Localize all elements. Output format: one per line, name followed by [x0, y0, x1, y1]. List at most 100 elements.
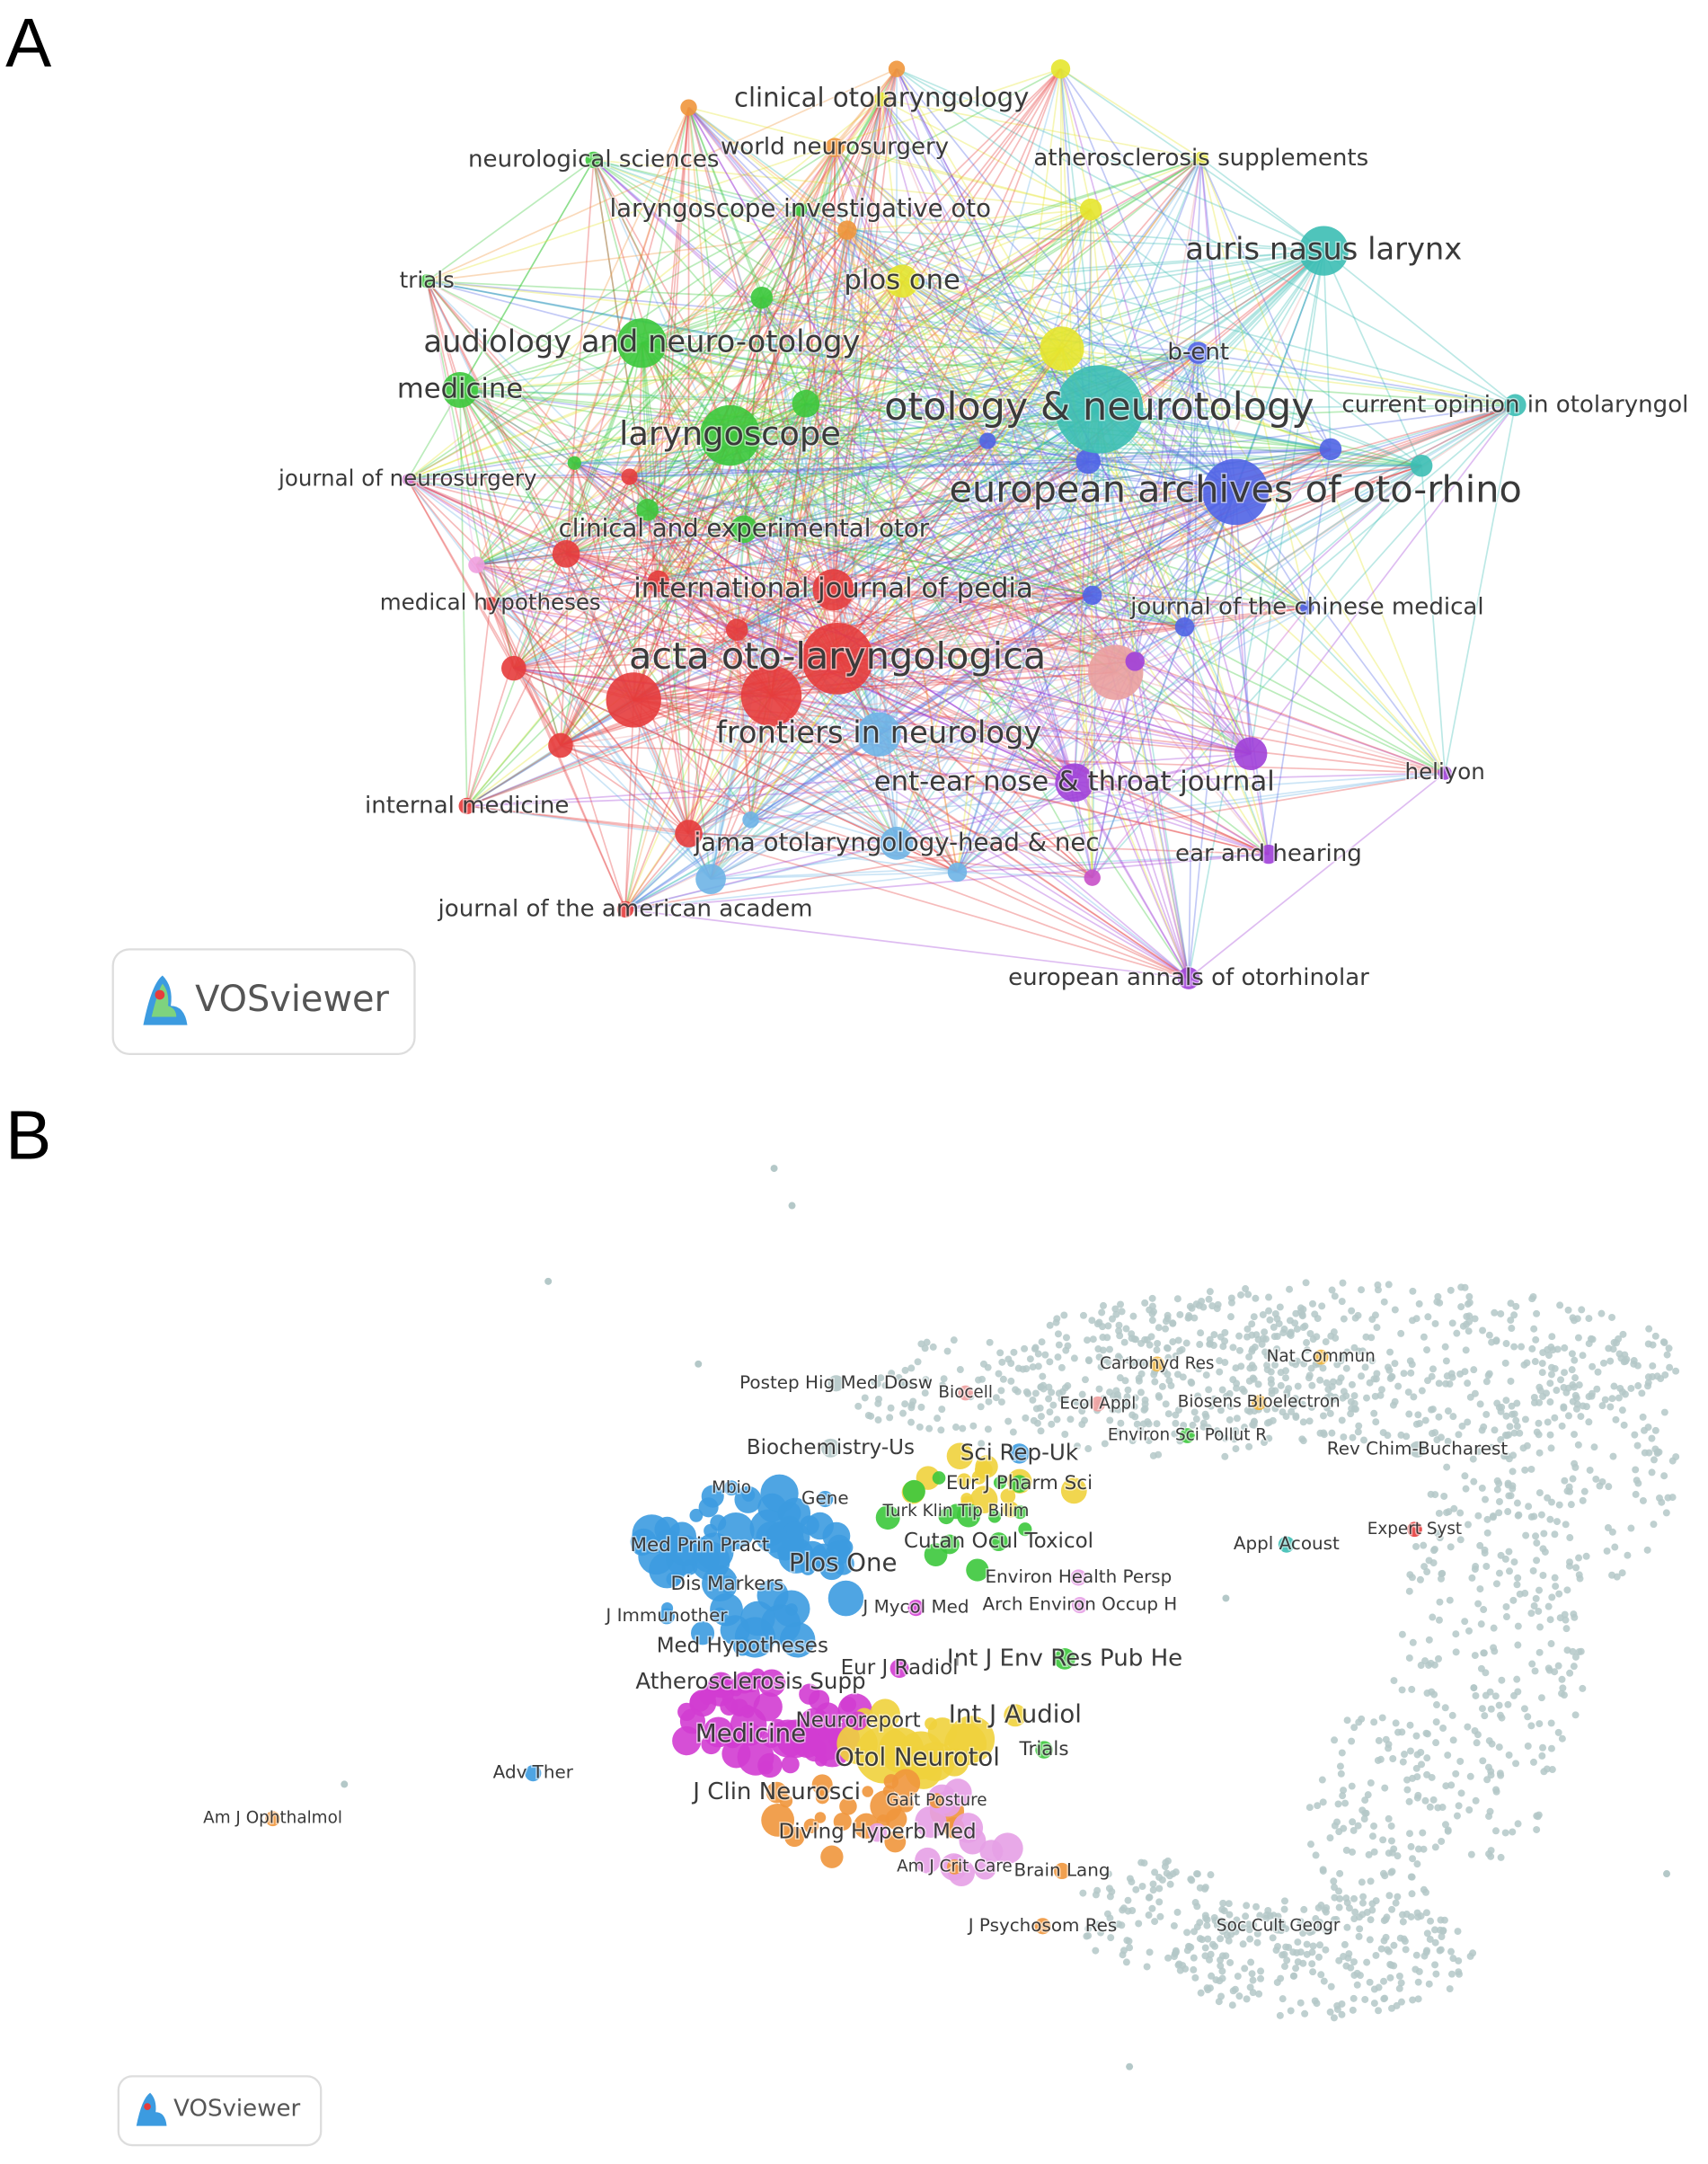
background-node — [1569, 1475, 1577, 1483]
background-node — [1379, 1429, 1387, 1437]
background-node — [1470, 1366, 1478, 1374]
edge — [881, 98, 1236, 492]
edge — [805, 208, 1092, 404]
background-node — [1464, 1723, 1472, 1731]
background-node — [1483, 1515, 1491, 1523]
node — [958, 1385, 974, 1401]
background-node — [1214, 1300, 1222, 1308]
edge — [513, 554, 567, 669]
edge — [832, 589, 1093, 879]
node — [1034, 1918, 1051, 1935]
background-node — [1196, 1884, 1204, 1892]
background-node — [1547, 1444, 1555, 1452]
edge — [836, 658, 1252, 755]
background-node — [1138, 1883, 1146, 1890]
background-node — [1358, 1347, 1367, 1355]
edge — [687, 250, 1324, 835]
edge — [407, 478, 744, 530]
background-node — [1339, 1279, 1347, 1287]
node — [691, 1537, 709, 1555]
edge — [513, 460, 1089, 670]
node — [792, 389, 820, 418]
background-node — [1191, 1973, 1199, 1982]
edge — [836, 594, 1093, 660]
node — [1174, 616, 1195, 637]
background-node — [1282, 1367, 1290, 1375]
edge — [761, 297, 1063, 350]
background-node — [1535, 1398, 1544, 1406]
edge — [466, 528, 745, 807]
edge — [901, 280, 1270, 856]
edge — [1091, 409, 1101, 878]
edge — [624, 909, 1190, 980]
logo-text: VOSviewer — [195, 979, 389, 1020]
edge — [761, 297, 1089, 463]
background-node — [1407, 1369, 1415, 1377]
node — [874, 92, 889, 107]
background-node — [1457, 1303, 1465, 1311]
edge — [641, 342, 745, 530]
edge — [565, 408, 1100, 555]
edge — [592, 159, 643, 344]
node — [1319, 438, 1342, 461]
background-node — [1060, 1311, 1068, 1319]
edge — [800, 208, 1252, 755]
background-node — [1502, 1412, 1510, 1420]
node — [1180, 1428, 1195, 1443]
background-node — [895, 1374, 903, 1381]
background-node — [1454, 1928, 1462, 1936]
edge — [833, 589, 1117, 674]
node — [907, 1600, 925, 1617]
edge — [624, 752, 1252, 910]
background-node — [1575, 1381, 1583, 1389]
node — [1409, 1441, 1426, 1458]
background-node — [1048, 1388, 1056, 1397]
background-node — [907, 1364, 916, 1372]
background-node — [1407, 1842, 1415, 1850]
background-nodes — [341, 1165, 1680, 2071]
background-node — [1516, 1429, 1524, 1437]
background-node — [917, 1403, 925, 1411]
background-node — [1480, 1606, 1488, 1614]
background-node — [1151, 1378, 1159, 1386]
background-node — [1447, 1947, 1455, 1956]
background-node — [1589, 1362, 1597, 1370]
background-node — [1368, 1832, 1376, 1840]
background-node — [1375, 1736, 1383, 1744]
edge — [647, 509, 1093, 597]
edge — [459, 389, 630, 478]
background-node — [1235, 1346, 1243, 1354]
background-node — [1358, 1878, 1366, 1886]
logo-icon — [155, 989, 165, 1000]
background-node — [1470, 1477, 1478, 1486]
background-node — [1303, 1346, 1311, 1354]
background-node — [1045, 1395, 1053, 1403]
background-node — [1030, 1416, 1038, 1424]
background-node — [1439, 1725, 1447, 1732]
background-node — [1425, 1636, 1433, 1644]
edge — [846, 229, 1075, 784]
edge — [490, 434, 731, 605]
background-node — [1527, 1610, 1535, 1618]
background-node — [1340, 1824, 1348, 1832]
edge — [1188, 352, 1199, 979]
background-node — [985, 1397, 993, 1406]
background-node — [1572, 1564, 1580, 1572]
background-node — [1222, 1952, 1230, 1960]
node — [781, 1755, 800, 1774]
edge — [771, 695, 1190, 980]
edge — [832, 99, 883, 590]
background-node — [1322, 1338, 1330, 1346]
edge — [836, 658, 1446, 774]
background-node — [1513, 1499, 1521, 1507]
background-node — [1350, 1724, 1358, 1732]
node — [820, 1845, 844, 1868]
node-label: Turk Klin Tip Bilim — [881, 1502, 1029, 1521]
edge — [642, 342, 1446, 774]
background-node — [1415, 1299, 1423, 1308]
background-node — [1431, 1926, 1438, 1934]
background-node — [1540, 1530, 1548, 1538]
node — [720, 1697, 739, 1716]
node — [1187, 341, 1210, 364]
edge — [476, 509, 648, 566]
